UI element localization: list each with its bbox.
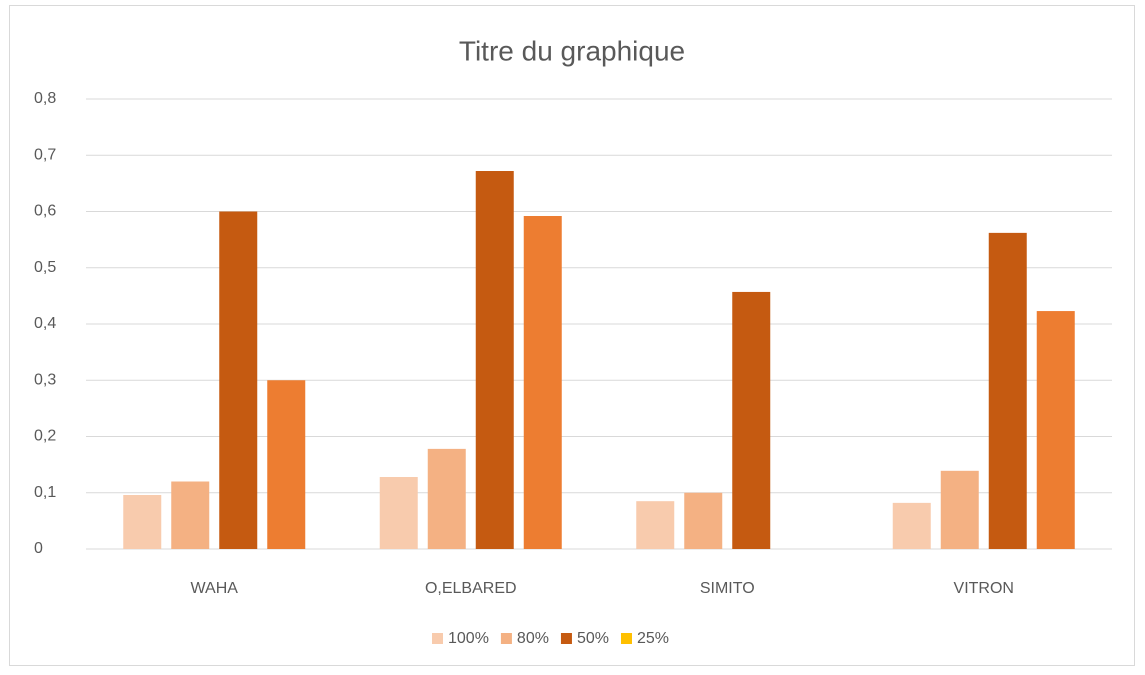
x-tick-label: SIMITO [700,580,755,597]
x-tick-label: WAHA [191,580,239,597]
bar [123,495,162,549]
legend-label: 80% [517,630,549,647]
bar [523,216,562,549]
y-tick-label: 0,3 [34,371,56,388]
bar [892,502,931,549]
legend-label: 100% [448,630,489,647]
bar [940,470,979,549]
bar [171,481,210,549]
legend-swatch [500,633,512,644]
y-tick-label: 0,4 [34,315,56,332]
bar [427,448,466,549]
y-tick-label: 0,8 [34,90,56,107]
legend-label: 50% [577,630,609,647]
bar [475,171,514,549]
bar [988,232,1027,549]
bar [267,380,306,549]
x-tick-label: O,ELBARED [425,580,517,597]
y-tick-label: 0,6 [34,203,56,220]
chart-title: Titre du graphique [459,35,685,66]
bar [1036,311,1075,549]
chart-border [9,5,1135,666]
x-tick-label: VITRON [954,580,1014,597]
bar [379,477,418,549]
legend-swatch [560,633,572,644]
bar [684,492,723,549]
y-tick-label: 0 [34,540,43,557]
bar [732,291,771,549]
legend-swatch [620,633,632,644]
y-tick-label: 0,2 [34,428,56,445]
y-tick-label: 0,1 [34,484,56,501]
bar [219,211,258,549]
legend-swatch [432,633,443,644]
legend-label: 25% [637,630,669,647]
y-tick-label: 0,7 [34,146,56,163]
bar [636,501,675,549]
y-tick-label: 0,5 [34,259,56,276]
